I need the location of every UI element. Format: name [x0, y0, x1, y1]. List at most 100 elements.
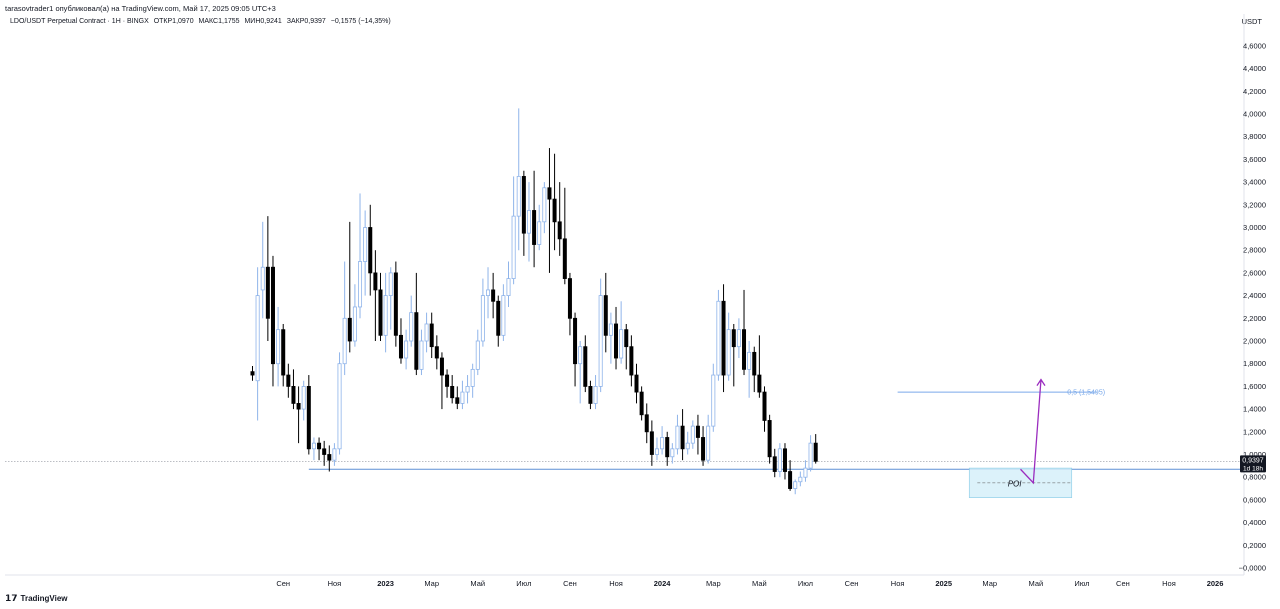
candle-body[interactable]: [306, 385, 311, 450]
candle-body[interactable]: [532, 210, 537, 245]
candle-body[interactable]: [793, 481, 798, 489]
candle-body[interactable]: [614, 323, 619, 359]
candle-body[interactable]: [332, 448, 337, 461]
candle-body[interactable]: [782, 448, 787, 472]
currency-label[interactable]: USDT: [1241, 17, 1262, 26]
candle-body[interactable]: [291, 385, 296, 404]
candle-body[interactable]: [383, 295, 388, 336]
candle-body[interactable]: [352, 306, 357, 342]
candle-body[interactable]: [250, 371, 255, 376]
candle-body[interactable]: [573, 317, 578, 365]
candle-body[interactable]: [557, 221, 562, 240]
candle-body[interactable]: [521, 176, 526, 234]
candle-body[interactable]: [736, 329, 741, 348]
candle-body[interactable]: [742, 329, 747, 370]
candle-body[interactable]: [337, 363, 342, 450]
candle-body[interactable]: [619, 329, 624, 359]
candle-body[interactable]: [276, 329, 281, 365]
candle-body[interactable]: [470, 368, 475, 387]
candle-body[interactable]: [583, 346, 588, 387]
candle-body[interactable]: [445, 374, 450, 387]
candle-body[interactable]: [450, 385, 455, 399]
candle-body[interactable]: [378, 289, 383, 336]
candle-body[interactable]: [480, 295, 485, 342]
candle-body[interactable]: [363, 227, 368, 262]
candle-body[interactable]: [665, 437, 670, 458]
candle-body[interactable]: [772, 456, 777, 472]
candle-body[interactable]: [486, 289, 491, 296]
candle-body[interactable]: [455, 397, 460, 404]
candle-body[interactable]: [419, 340, 424, 370]
candle-body[interactable]: [767, 420, 772, 458]
candle-body[interactable]: [629, 346, 634, 376]
candle-body[interactable]: [808, 442, 813, 469]
candle-body[interactable]: [424, 323, 429, 342]
candle-body[interactable]: [409, 312, 414, 342]
candle-body[interactable]: [598, 295, 603, 387]
candle-body[interactable]: [526, 210, 531, 234]
candle-body[interactable]: [260, 266, 265, 291]
candle-body[interactable]: [496, 300, 501, 336]
candle-body[interactable]: [788, 471, 793, 489]
candle-body[interactable]: [404, 340, 409, 359]
candle-body[interactable]: [706, 425, 711, 461]
candle-body[interactable]: [716, 300, 721, 376]
candle-body[interactable]: [393, 272, 398, 336]
candle-body[interactable]: [342, 317, 347, 365]
candle-body[interactable]: [311, 442, 316, 450]
candle-body[interactable]: [660, 437, 665, 450]
candle-body[interactable]: [552, 198, 557, 223]
candle-body[interactable]: [511, 215, 516, 279]
candle-body[interactable]: [695, 425, 700, 438]
candle-body[interactable]: [747, 351, 752, 370]
candle-body[interactable]: [347, 317, 352, 342]
candle-body[interactable]: [537, 221, 542, 245]
candle-body[interactable]: [639, 391, 644, 416]
candle-body[interactable]: [685, 442, 690, 450]
candle-body[interactable]: [322, 448, 327, 455]
candle-body[interactable]: [429, 323, 434, 348]
candle-body[interactable]: [701, 437, 706, 461]
forecast-arrow-line[interactable]: [1020, 379, 1042, 485]
candle-body[interactable]: [439, 357, 444, 376]
candle-body[interactable]: [752, 351, 757, 376]
candle-body[interactable]: [588, 385, 593, 404]
candle-body[interactable]: [721, 300, 726, 376]
candle-body[interactable]: [398, 334, 403, 359]
candle-body[interactable]: [726, 329, 731, 376]
candle-body[interactable]: [388, 272, 393, 296]
candle-body[interactable]: [460, 391, 465, 404]
candle-body[interactable]: [270, 266, 275, 365]
candle-body[interactable]: [690, 425, 695, 444]
candle-body[interactable]: [644, 414, 649, 433]
candle-body[interactable]: [603, 295, 608, 336]
symbol-name[interactable]: LDO/USDT Perpetual Contract · 1H · BINGX: [10, 18, 149, 25]
candle-body[interactable]: [358, 261, 363, 308]
candle-body[interactable]: [301, 385, 306, 410]
candle-body[interactable]: [501, 295, 506, 336]
candle-body[interactable]: [567, 278, 572, 319]
candle-body[interactable]: [475, 340, 480, 370]
candle-body[interactable]: [281, 329, 286, 376]
candle-body[interactable]: [465, 385, 470, 393]
candle-body[interactable]: [506, 278, 511, 297]
candle-body[interactable]: [578, 346, 583, 365]
candle-body[interactable]: [255, 295, 260, 382]
candle-body[interactable]: [562, 238, 567, 279]
candle-body[interactable]: [373, 272, 378, 291]
candle-body[interactable]: [624, 329, 629, 348]
candle-body[interactable]: [803, 467, 808, 478]
candle-body[interactable]: [670, 448, 675, 458]
candle-body[interactable]: [593, 385, 598, 404]
candle-body[interactable]: [547, 187, 552, 200]
candle-body[interactable]: [516, 176, 521, 217]
candle-body[interactable]: [542, 187, 547, 223]
candle-body[interactable]: [296, 403, 301, 410]
candle-body[interactable]: [731, 329, 736, 348]
candle-body[interactable]: [798, 476, 803, 483]
candle-body[interactable]: [813, 442, 818, 462]
candle-body[interactable]: [608, 323, 613, 336]
candle-body[interactable]: [757, 374, 762, 393]
candle-body[interactable]: [675, 425, 680, 450]
last-price-badge[interactable]: [1240, 455, 1266, 473]
